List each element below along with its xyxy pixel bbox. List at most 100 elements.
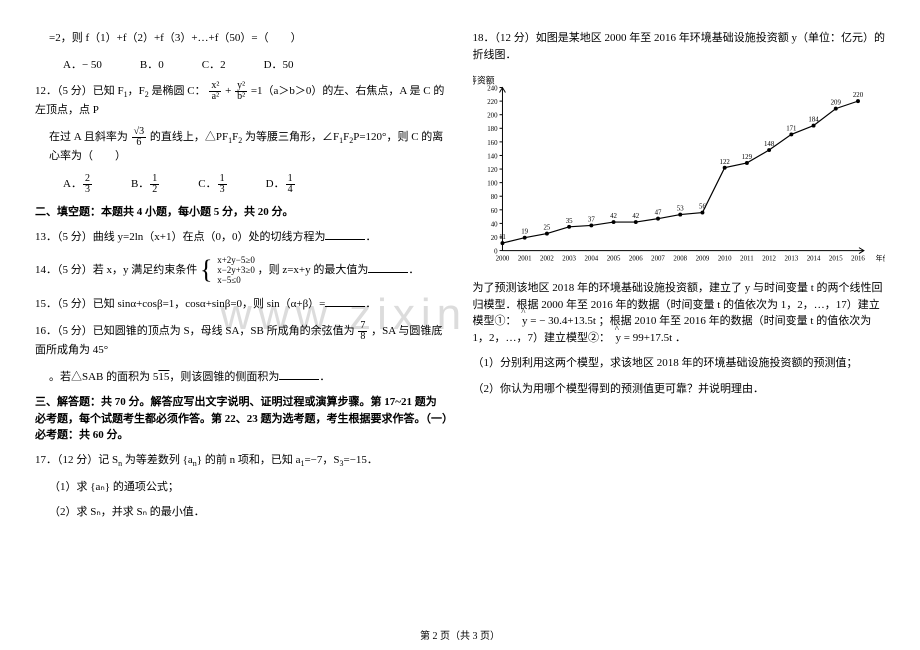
q12-plus: + <box>225 85 231 97</box>
q12-choice-a: A．23 <box>63 174 93 195</box>
q14-a: 14．（5 分）若 x，y 满足约束条件 <box>35 264 197 276</box>
svg-text:160: 160 <box>487 140 498 147</box>
svg-text:2010: 2010 <box>717 255 731 262</box>
q12-slope: √36 <box>132 127 147 148</box>
svg-text:11: 11 <box>499 234 506 241</box>
svg-text:240: 240 <box>487 85 498 92</box>
svg-text:筹资额: 筹资额 <box>473 75 495 86</box>
svg-text:25: 25 <box>543 225 550 232</box>
svg-text:129: 129 <box>741 154 752 161</box>
q17-sub1: （1）求 {aₙ} 的通项公式； <box>35 479 448 496</box>
left-column: =2，则 f（1）+f（2）+f（3）+…+f（50）=（ ） A．− 50 B… <box>35 30 448 530</box>
svg-text:171: 171 <box>786 125 797 132</box>
svg-text:2001: 2001 <box>517 255 531 262</box>
svg-text:100: 100 <box>487 181 498 188</box>
svg-text:2000: 2000 <box>495 255 509 262</box>
svg-text:2006: 2006 <box>628 255 642 262</box>
svg-text:2011: 2011 <box>740 255 754 262</box>
svg-text:120: 120 <box>487 167 498 174</box>
q18-a: 18．（12 分）如图是某地区 2000 年至 2016 年环境基础设施投资额 … <box>473 30 886 63</box>
q12-mid2: 是椭圆 C： <box>149 85 206 97</box>
page-content: =2，则 f（1）+f（2）+f（3）+…+f（50）=（ ） A．− 50 B… <box>0 0 920 530</box>
q13-blank <box>325 228 365 240</box>
svg-text:56: 56 <box>699 204 706 211</box>
svg-text:2009: 2009 <box>695 255 709 262</box>
q12-line1: 12．（5 分）已知 F1，F2 是椭圆 C： x²a² + y²b² =1（a… <box>35 81 448 119</box>
q15-blank <box>325 295 365 307</box>
svg-text:2004: 2004 <box>584 255 598 262</box>
q11-choice-c: C．2 <box>202 56 226 72</box>
y-hat-1 <box>519 313 522 330</box>
q11-tail: =2，则 f（1）+f（2）+f（3）+…+f（50）=（ ） <box>35 30 448 47</box>
section2-title: 二、填空题：本题共 4 小题，每小题 5 分，共 20 分。 <box>35 204 448 221</box>
q16-frac: 78 <box>358 321 367 342</box>
q12-choice-b: B．12 <box>131 174 160 195</box>
page-footer: 第 2 页（共 3 页） <box>0 627 920 642</box>
q13-text: 13．（5 分）曲线 y=2ln（x+1）在点（0，0）处的切线方程为 <box>35 231 325 243</box>
q11-choices: A．− 50 B．0 C．2 D．50 <box>35 56 448 72</box>
q12-choice-d: D．14 <box>266 174 296 195</box>
q11-choice-d: D．50 <box>264 56 294 72</box>
svg-text:140: 140 <box>487 153 498 160</box>
q17-sub2: （2）求 Sₙ，并求 Sₙ 的最小值． <box>35 504 448 521</box>
svg-text:40: 40 <box>490 221 497 228</box>
section3-title: 三、解答题：共 70 分。解答应写出文字说明、证明过程或演算步骤。第 17~21… <box>35 394 448 444</box>
svg-text:2015: 2015 <box>828 255 842 262</box>
q12-prefix: 12．（5 分）已知 F <box>35 85 124 97</box>
y-hat-2 <box>613 330 616 347</box>
svg-text:2013: 2013 <box>784 255 798 262</box>
svg-text:60: 60 <box>490 208 497 215</box>
svg-text:20: 20 <box>490 235 497 242</box>
svg-text:220: 220 <box>852 92 863 99</box>
svg-text:80: 80 <box>490 194 497 201</box>
q12-frac1: x²a² <box>209 81 221 102</box>
q12-frac2: y²b² <box>235 81 247 102</box>
q15-text: 15．（5 分）已知 sinα+cosβ=1，cosα+sinβ=0，则 sin… <box>35 298 325 310</box>
svg-text:42: 42 <box>632 213 639 220</box>
q14-blank <box>368 261 408 273</box>
q18-sub2: （2）你认为用哪个模型得到的预测值更可靠？并说明理由． <box>473 381 886 398</box>
svg-text:184: 184 <box>808 117 819 124</box>
svg-text:2012: 2012 <box>762 255 776 262</box>
q16-blank <box>279 368 319 380</box>
q14-system: x+2y−5≥0 x−2y+3≥0 x−5≤0 <box>217 255 255 286</box>
q16: 16．（5 分）已知圆锥的顶点为 S，母线 SA，SB 所成角的余弦值为 78 … <box>35 321 448 359</box>
q16-a: 16．（5 分）已知圆锥的顶点为 S，母线 SA，SB 所成角的余弦值为 <box>35 325 355 337</box>
svg-text:2005: 2005 <box>606 255 620 262</box>
svg-text:180: 180 <box>487 126 498 133</box>
chart-svg: 筹资额0204060801001201401601802002202402000… <box>473 72 886 272</box>
q12-line2: 在过 A 且斜率为 √36 的直线上，△PF1F2 为等腰三角形，∠F1F2P=… <box>35 127 448 165</box>
svg-text:37: 37 <box>587 217 594 224</box>
svg-text:35: 35 <box>565 218 572 225</box>
q14-b: ，则 z=x+y 的最大值为 <box>258 264 369 276</box>
svg-text:2003: 2003 <box>562 255 576 262</box>
model2: y = 99+17.5t <box>616 332 673 344</box>
svg-text:2014: 2014 <box>806 255 820 262</box>
q12-l2b: 的直线上，△PF <box>150 131 228 143</box>
q16-c: 。若△SAB 的面积为 5 <box>49 371 158 383</box>
svg-text:2008: 2008 <box>673 255 687 262</box>
investment-chart: 筹资额0204060801001201401601802002202402000… <box>473 72 886 272</box>
svg-text:47: 47 <box>654 210 661 217</box>
q11-choice-a: A．− 50 <box>63 56 102 72</box>
svg-text:42: 42 <box>610 213 617 220</box>
svg-text:2007: 2007 <box>651 255 665 262</box>
svg-text:2002: 2002 <box>540 255 554 262</box>
q12-l2a: 在过 A 且斜率为 <box>49 131 128 143</box>
q16-d: ，则该圆锥的侧面积为 <box>169 371 279 383</box>
svg-text:年份: 年份 <box>875 253 885 262</box>
q18-b: 为了预测该地区 2018 年的环境基础设施投资额，建立了 y 与时间变量 t 的… <box>473 280 886 346</box>
model1: y = − 30.4+13.5t <box>522 315 596 327</box>
q18-sub1: （1）分别利用这两个模型，求该地区 2018 年的环境基础设施投资额的预测值； <box>473 355 886 372</box>
q14: 14．（5 分）若 x，y 满足约束条件 { x+2y−5≥0 x−2y+3≥0… <box>35 255 448 286</box>
q11-choice-b: B．0 <box>140 56 164 72</box>
svg-text:200: 200 <box>487 113 498 120</box>
svg-text:220: 220 <box>487 99 498 106</box>
q16-sqrt: 15 <box>158 371 169 383</box>
svg-text:19: 19 <box>521 229 528 236</box>
svg-text:53: 53 <box>676 206 683 213</box>
q12-choices: A．23 B．12 C．13 D．14 <box>35 174 448 195</box>
svg-text:148: 148 <box>763 141 774 148</box>
svg-text:209: 209 <box>830 100 841 107</box>
svg-text:2016: 2016 <box>851 255 865 262</box>
